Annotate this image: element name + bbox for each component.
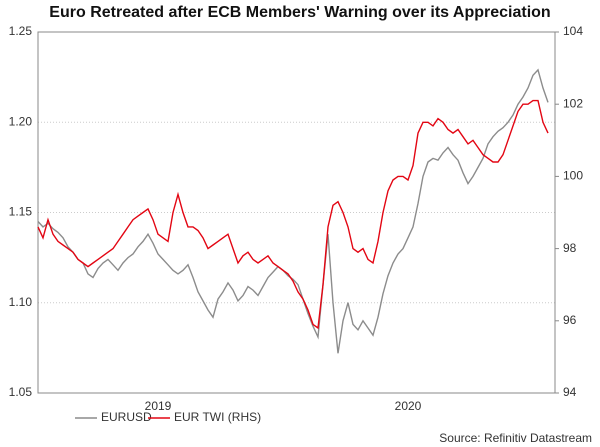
series-line [37, 68, 549, 354]
y2-tick-label: 98 [563, 241, 577, 255]
y-tick-label: 1.05 [9, 385, 33, 399]
y-tick-label: 1.25 [9, 24, 33, 38]
y-tick-label: 1.10 [9, 295, 33, 309]
y2-tick-label: 104 [563, 24, 583, 38]
y-tick-label: 1.15 [9, 205, 33, 219]
y2-tick-label: 100 [563, 169, 583, 183]
y-tick-label: 1.20 [9, 114, 33, 128]
y2-tick-label: 94 [563, 385, 577, 399]
plot-frame [37, 31, 556, 394]
chart-title: Euro Retreated after ECB Members' Warnin… [49, 4, 550, 21]
y2-tick-label: 102 [563, 96, 583, 110]
x-tick-label: 2019 [145, 399, 172, 413]
legend-label: EUR TWI (RHS) [174, 410, 261, 424]
source: Source: Refinitiv Datastream [439, 431, 592, 445]
series-line [37, 99, 549, 330]
y2-tick-label: 96 [563, 313, 577, 327]
x-tick-label: 2020 [395, 399, 422, 413]
legend-label: EURUSD [101, 410, 152, 424]
